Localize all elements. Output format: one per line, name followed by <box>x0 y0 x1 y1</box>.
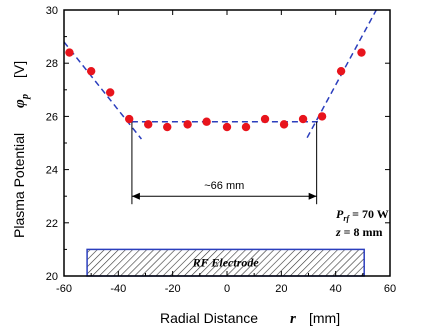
y-axis-unit: [V] <box>11 61 27 78</box>
condition-height: z = 8 mm <box>335 225 383 239</box>
y-tick-label: 26 <box>46 111 58 123</box>
x-axis-unit: [mm] <box>309 310 340 326</box>
data-point <box>183 120 192 129</box>
x-tick-label: -40 <box>110 283 126 295</box>
data-point <box>163 122 172 132</box>
y-tick-label: 22 <box>46 218 58 230</box>
data-point <box>279 120 289 129</box>
data-point <box>336 66 346 76</box>
data-point <box>125 114 134 124</box>
data-point <box>222 122 232 132</box>
y-tick-label: 30 <box>46 5 58 17</box>
y-axis-label: Plasma Potential <box>11 133 27 238</box>
data-point <box>105 88 115 97</box>
x-tick-label: -20 <box>165 283 181 295</box>
width-marker-label: ~66 mm <box>204 180 244 192</box>
y-axis-symbol-sub: p <box>20 94 31 100</box>
rf-electrode-label: RF Electrode <box>192 256 260 270</box>
rf-electrode-box <box>86 248 365 277</box>
x-axis-label: Radial Distance <box>160 310 258 326</box>
data-point <box>298 114 308 124</box>
condition-power: Prf = 70 W <box>336 207 389 223</box>
data-point <box>241 122 251 132</box>
data-point <box>65 48 74 57</box>
width-marker-arrowhead-right <box>308 192 317 200</box>
x-tick-label: 20 <box>275 283 287 295</box>
y-tick-label: 24 <box>46 165 58 177</box>
data-point <box>144 120 153 129</box>
data-point <box>317 112 327 121</box>
y-tick-label: 28 <box>46 58 58 70</box>
y-axis-symbol: φ <box>12 99 28 108</box>
data-point <box>86 66 96 76</box>
x-axis-symbol: r <box>290 311 296 327</box>
x-tick-label: -60 <box>56 283 72 295</box>
width-marker-arrowhead-left <box>131 192 140 200</box>
data-point <box>357 48 366 57</box>
y-tick-label: 20 <box>46 271 58 283</box>
x-tick-label: 60 <box>384 283 396 295</box>
data-point <box>202 117 211 126</box>
data-point <box>260 114 270 124</box>
fit-line-1 <box>64 41 143 140</box>
x-tick-label: 0 <box>224 283 230 295</box>
x-tick-label: 40 <box>330 283 342 295</box>
